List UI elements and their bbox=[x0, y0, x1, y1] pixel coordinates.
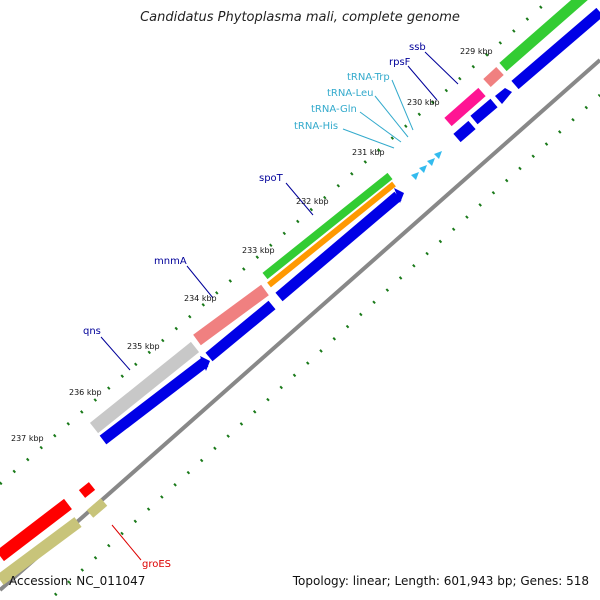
tick-labels: 229 kbp 230 kbp 231 kbp 232 kbp 233 kbp … bbox=[11, 47, 493, 443]
red-feature-groES bbox=[0, 498, 72, 562]
topology-label: Topology: linear; Length: 601,943 bp; Ge… bbox=[292, 574, 589, 588]
accession-label: Accession: NC_011047 bbox=[9, 574, 146, 588]
trna-trp-marker bbox=[434, 151, 442, 159]
label-trna-trp: tRNA-Trp bbox=[347, 72, 390, 83]
cds-blue-qns bbox=[99, 357, 209, 445]
leader-lines bbox=[100, 51, 459, 561]
tick-label: 233 kbp bbox=[242, 246, 275, 255]
label-rpsF: rpsF bbox=[389, 57, 411, 68]
gc-dots-outer bbox=[0, 0, 552, 486]
label-trna-leu: tRNA-Leu bbox=[327, 88, 373, 99]
label-trna-his: tRNA-His bbox=[294, 121, 338, 132]
trna-gln-marker bbox=[419, 165, 427, 173]
label-mnmA: mnmA bbox=[154, 256, 187, 267]
label-ssb: ssb bbox=[409, 42, 426, 53]
green-feature-top bbox=[499, 0, 588, 72]
cds-arrow-qns bbox=[200, 356, 210, 371]
label-spoT: spoT bbox=[259, 173, 284, 184]
tick-label: 234 kbp bbox=[184, 294, 217, 303]
gene-labels: ssb rpsF tRNA-Trp tRNA-Leu tRNA-Gln tRNA… bbox=[83, 42, 426, 570]
orange-feature-spoT bbox=[267, 181, 396, 288]
label-qns: qns bbox=[83, 326, 101, 337]
tick-label: 231 kbp bbox=[352, 148, 385, 157]
label-trna-gln: tRNA-Gln bbox=[311, 104, 357, 115]
cds-blue-top bbox=[511, 7, 600, 90]
tick-label: 230 kbp bbox=[407, 98, 440, 107]
red-small-feature bbox=[78, 482, 96, 498]
grey-feature-qns bbox=[89, 341, 200, 434]
magenta-feature-rpsF bbox=[444, 87, 486, 127]
label-groES: groES bbox=[142, 559, 171, 570]
cds-blue-mnmA bbox=[205, 300, 276, 362]
tick-label: 236 kbp bbox=[69, 388, 102, 397]
green-feature-spoT bbox=[262, 172, 393, 280]
tick-label: 237 kbp bbox=[11, 434, 44, 443]
trna-his-marker bbox=[411, 172, 419, 180]
olive-feature bbox=[0, 517, 82, 585]
cds-blue-spoT bbox=[275, 191, 402, 302]
cds-arrow-spoT bbox=[394, 188, 404, 203]
forward-features bbox=[0, 0, 588, 585]
cds-features bbox=[99, 7, 600, 445]
tick-label: 232 kbp bbox=[296, 197, 329, 206]
olive-small-feature bbox=[86, 498, 108, 518]
cds-arrow-1 bbox=[495, 88, 512, 104]
pink-feature-top bbox=[483, 66, 504, 88]
tick-label: 229 kbp bbox=[460, 47, 493, 56]
cds-blue-2 bbox=[470, 98, 498, 125]
trna-markers bbox=[411, 151, 442, 180]
pink-feature-mnmA bbox=[193, 284, 269, 346]
trna-leu-marker bbox=[427, 158, 435, 166]
cds-blue-3 bbox=[453, 120, 476, 143]
tick-label: 235 kbp bbox=[127, 342, 160, 351]
map-title: Candidatus Phytoplasma mali, complete ge… bbox=[140, 10, 460, 25]
